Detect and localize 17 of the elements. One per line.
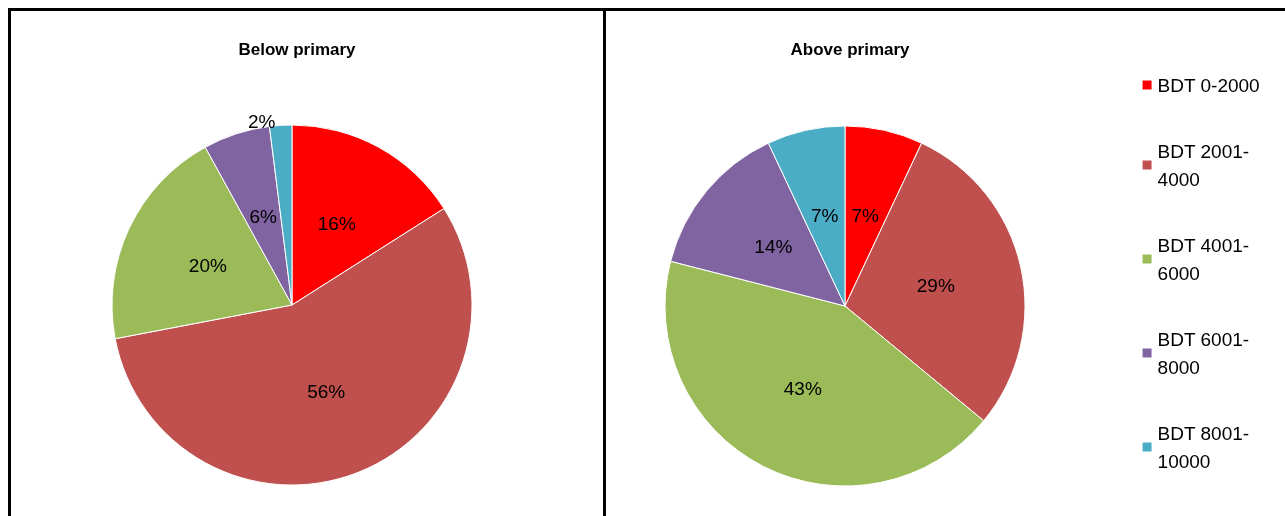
data-label: 43% [783,378,822,400]
data-label: 29% [916,275,955,297]
legend-label: BDT 8001-10000 [1157,422,1250,472]
data-label: 56% [307,380,346,402]
legend-label: BDT 0-2000 [1157,74,1260,96]
data-label: 14% [754,236,793,258]
legend-label: BDT 4001-6000 [1157,234,1250,284]
data-label: 6% [249,206,278,228]
data-label: 7% [810,204,839,226]
data-label: 16% [317,213,356,234]
legend-label: BDT 2001-4000 [1157,140,1250,190]
chart-title: Above primary [790,40,911,59]
legend-label: BDT 6001-8000 [1157,328,1250,378]
data-label: 7% [851,204,880,226]
data-label: 20% [188,254,227,276]
chart-title: Below primary [238,40,357,59]
data-label: 2% [247,110,276,132]
